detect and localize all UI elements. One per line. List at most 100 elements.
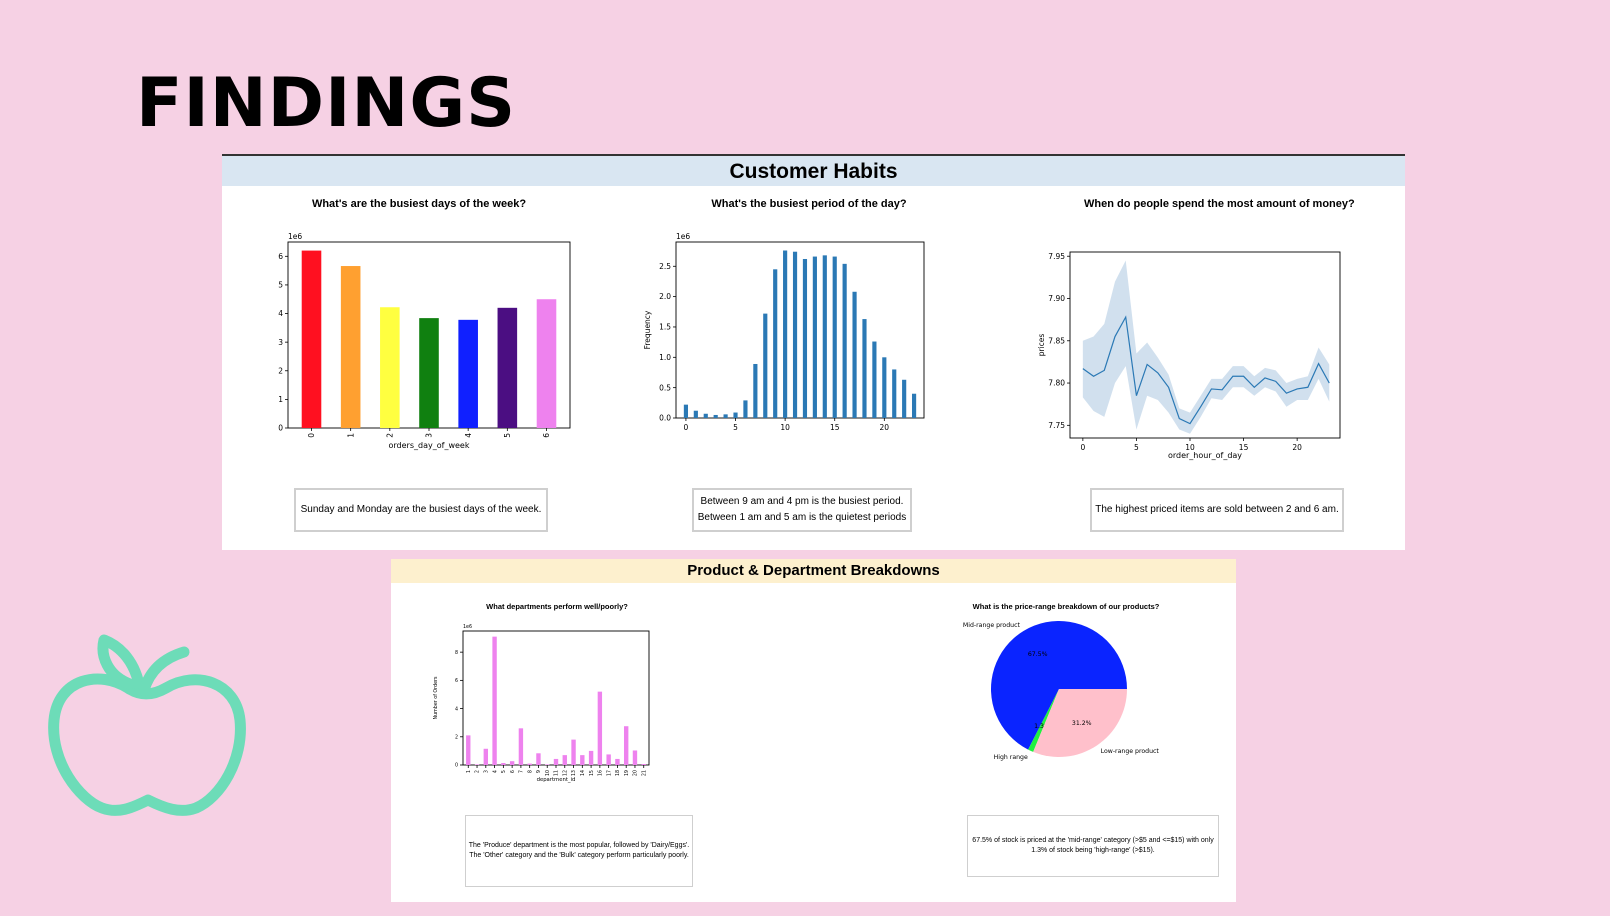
days-y-tick-label: 3: [278, 338, 283, 347]
hours-bar: [743, 400, 748, 418]
departments-y-tick-label: 4: [455, 706, 458, 712]
days-y-tick-label: 1: [278, 395, 283, 404]
prices-slice: [1033, 689, 1127, 757]
spend-x-tick-label: 0: [1080, 443, 1085, 452]
departments-x-tick-label: 19: [624, 770, 630, 776]
departments-bar: [501, 763, 506, 765]
busiest-days-chart: 1e6 orders_day_of_week 0 1 2 3 4 5 6 0 1 2 3 4 5 6: [278, 232, 571, 450]
departments-x-tick-label: 2: [475, 770, 481, 773]
hours-x-tick-label: 5: [733, 423, 738, 432]
departments-note-line-1: The 'Produce' department is the most pop…: [468, 841, 690, 849]
days-y-tick-label: 4: [278, 309, 283, 318]
departments-plot-frame: [462, 630, 650, 766]
spend-x-tick-label: 20: [1292, 443, 1302, 452]
days-y-tick-label: 6: [278, 252, 283, 261]
days-y-tick-label: 0: [278, 424, 283, 433]
days-bar: [380, 307, 400, 428]
hours-x-tick-label: 15: [830, 423, 840, 432]
departments-y-tick-label: 6: [455, 678, 458, 684]
hours-bar: [822, 255, 827, 418]
days-y-tick-label: 5: [278, 281, 283, 290]
departments-bar: [571, 739, 576, 765]
departments-y-axis-label: Number of Orders: [433, 676, 439, 720]
departments-x-tick-label: 6: [510, 770, 516, 773]
departments-bar: [615, 758, 620, 765]
hours-bar: [703, 413, 708, 418]
prices-slice-label: Low-range product: [1101, 748, 1160, 755]
days-bar: [497, 307, 518, 428]
departments-bar: [641, 764, 646, 765]
prices-slice: [1028, 689, 1059, 752]
departments-x-tick-label: 12: [562, 770, 568, 776]
departments-x-tick-label: 17: [606, 770, 612, 776]
hours-bar: [733, 412, 738, 418]
departments-bar: [632, 750, 638, 765]
departments-note-line-2: The 'Other' category and the 'Bulk' cate…: [469, 852, 689, 859]
departments-bar: [483, 748, 489, 765]
days-x-axis-label: orders_day_of_week: [389, 441, 470, 450]
spend-y-tick-label: 7.75: [1048, 421, 1065, 430]
hours-bar: [783, 250, 788, 418]
prices-slice-pct: 31.2%: [1072, 720, 1092, 727]
departments-bar: [562, 755, 567, 765]
hours-y-tick-label: 0.0: [659, 414, 671, 423]
departments-bar: [588, 750, 594, 765]
spend-x-tick-label: 15: [1239, 443, 1249, 452]
hours-bar: [773, 269, 778, 418]
departments-x-tick-label: 11: [554, 770, 560, 776]
prices-chart-title: What is the price-range breakdown of our…: [972, 602, 1160, 611]
hours-bar: [862, 319, 867, 418]
hours-y-multiplier: 1e6: [676, 232, 690, 241]
customer-habits-header: Customer Habits: [222, 154, 1405, 186]
prices-note-line-2: 1.3% of stock being 'high-range' (>$15).: [1031, 847, 1155, 854]
hours-bar: [832, 256, 837, 418]
departments-x-tick-label: 9: [536, 770, 542, 773]
spend-series-line: [1082, 315, 1330, 425]
days-y-multiplier: 1e6: [288, 232, 302, 241]
departments-x-tick-label: 20: [633, 770, 639, 776]
hours-bar: [693, 410, 698, 418]
product-breakdowns-header: Product & Department Breakdowns: [391, 559, 1236, 583]
departments-y-tick-label: 0: [455, 763, 458, 769]
days-x-tick-label: 5: [503, 433, 512, 438]
days-bar: [419, 318, 439, 428]
departments-x-tick-label: 7: [519, 770, 525, 773]
departments-bar: [492, 636, 497, 765]
prices-slice-pct: 1.3%: [1034, 723, 1050, 730]
prices-note-line-1: 67.5% of stock is priced at the 'mid-ran…: [972, 836, 1214, 844]
departments-y-multiplier: 1e6: [463, 624, 472, 630]
departments-x-tick-label: 16: [598, 770, 604, 776]
hours-bar: [892, 369, 897, 418]
spend-note: The highest priced items are sold betwee…: [1090, 488, 1344, 532]
hours-x-tick-label: 20: [880, 423, 890, 432]
hours-bar: [852, 291, 857, 418]
hours-bar: [842, 263, 847, 418]
departments-x-tick-label: 13: [571, 770, 577, 776]
departments-bar: [536, 753, 541, 765]
hours-bar: [812, 256, 817, 418]
spend-y-axis-label: prices: [1037, 334, 1046, 357]
hours-x-tick-label: 10: [780, 423, 790, 432]
hours-bar: [792, 251, 798, 418]
days-y-tick-label: 2: [278, 366, 283, 375]
hours-bar: [753, 363, 758, 418]
departments-note: The 'Produce' department is the most pop…: [465, 815, 693, 887]
departments-x-tick-label: 10: [545, 770, 551, 776]
days-chart-title: What's are the busiest days of the week?: [311, 198, 527, 210]
days-x-tick-label: 6: [542, 433, 551, 438]
departments-bar: [553, 758, 559, 765]
departments-bar: [623, 726, 629, 765]
departments-x-tick-label: 1: [466, 770, 472, 773]
departments-x-tick-label: 3: [483, 770, 489, 773]
spend-y-tick-label: 7.95: [1048, 252, 1065, 261]
departments-x-tick-label: 21: [641, 770, 647, 776]
days-x-tick-label: 1: [346, 433, 355, 438]
departments-bar: [597, 691, 603, 765]
departments-x-axis-label: department_id: [537, 777, 576, 783]
busiest-hours-chart: 1e6 Frequency 0.0 0.5 1.0 1.5 2.0 2.5 0 5 10 15 20: [643, 232, 925, 432]
spend-y-tick-label: 7.90: [1048, 294, 1065, 303]
departments-x-tick-label: 15: [589, 770, 595, 776]
hours-plot-frame: [675, 241, 925, 419]
days-bar: [458, 319, 478, 428]
